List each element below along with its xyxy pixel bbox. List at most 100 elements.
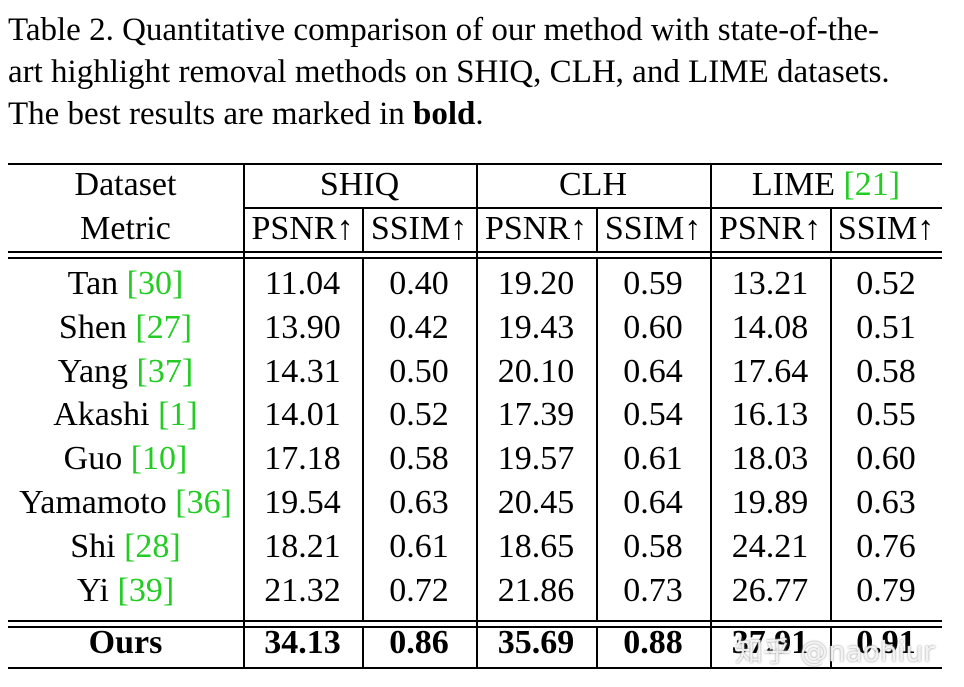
- rule: [596, 207, 598, 251]
- value-cell: 0.63: [856, 484, 916, 521]
- value-cell: 20.45: [497, 484, 575, 521]
- rule: [362, 257, 364, 620]
- value-cell: 0.88: [623, 624, 683, 661]
- rule: [362, 626, 364, 667]
- dataset-name: SHIQ: [319, 166, 400, 203]
- value-cell: 18.65: [497, 527, 575, 565]
- method-name: Shi 28: [8, 527, 243, 567]
- value-cell: 19.54: [264, 484, 341, 521]
- value-cell: 0.86: [389, 624, 449, 661]
- value-cell: 19.43: [497, 308, 575, 346]
- value-cell: 37.91: [731, 624, 809, 661]
- metric-name: SSIM↑: [370, 210, 468, 247]
- value-cell: 24.21: [731, 527, 809, 565]
- value-cell: 0.60: [856, 440, 916, 478]
- rule: [8, 626, 942, 628]
- method-name: Shen 27: [8, 308, 243, 348]
- citation: 21: [843, 166, 900, 203]
- value-cell: 21.86: [497, 571, 575, 609]
- rule: [8, 163, 942, 165]
- citation: 37: [137, 353, 194, 390]
- value-cell: 0.58: [389, 440, 449, 478]
- value-cell: 13.21: [731, 265, 809, 302]
- method-name: Yamamoto 36: [8, 483, 243, 523]
- rule: [830, 257, 832, 620]
- rule: [8, 620, 942, 622]
- value-cell: 0.63: [389, 484, 449, 521]
- value-cell: 0.60: [623, 308, 683, 346]
- value-cell: 17.39: [497, 396, 575, 434]
- value-cell: 0.52: [856, 265, 916, 302]
- value-cell: 0.58: [623, 527, 683, 565]
- citation: 1: [158, 396, 198, 433]
- caption-line: Table 2. Quantitative comparison of our …: [8, 12, 880, 48]
- header-cell: Dataset: [74, 166, 177, 203]
- metric-name: SSIM↑: [604, 210, 702, 247]
- rule: [476, 163, 478, 667]
- citation: 28: [124, 528, 181, 565]
- value-cell: 19.57: [497, 440, 575, 478]
- value-cell: 0.40: [389, 265, 449, 302]
- value-cell: 11.04: [264, 265, 341, 302]
- rule: [830, 207, 832, 251]
- value-cell: 20.10: [497, 352, 575, 390]
- value-cell: 21.32: [264, 571, 341, 609]
- value-cell: 0.59: [623, 265, 683, 302]
- value-cell: 0.58: [856, 352, 916, 390]
- rule: [8, 251, 942, 253]
- method-name: Akashi 1: [8, 395, 243, 435]
- method-name: Yang 37: [8, 352, 243, 392]
- value-cell: 0.64: [623, 352, 683, 390]
- citation: 10: [131, 440, 188, 477]
- value-cell: 0.76: [856, 527, 916, 565]
- metric-name: SSIM↑: [837, 210, 935, 247]
- value-cell: 16.13: [731, 396, 809, 434]
- rule: [362, 207, 364, 251]
- value-cell: 0.72: [389, 571, 449, 609]
- value-cell: 0.52: [389, 396, 449, 434]
- value-cell: 14.01: [264, 396, 341, 434]
- method-name: Guo 10: [8, 439, 243, 479]
- value-cell: 19.20: [497, 265, 575, 302]
- value-cell: 0.50: [389, 352, 449, 390]
- method-name: Yi 39: [8, 571, 243, 611]
- caption-text: The best results are marked in: [8, 96, 414, 132]
- value-cell: 14.31: [264, 352, 341, 390]
- dataset-name: CLH: [559, 166, 627, 203]
- rule: [596, 626, 598, 667]
- rule: [243, 163, 245, 667]
- rule: [710, 163, 712, 667]
- value-cell: 34.13: [264, 624, 341, 661]
- citation: 30: [127, 265, 184, 302]
- value-cell: 0.61: [623, 440, 683, 478]
- citation: 36: [175, 484, 232, 521]
- value-cell: 0.61: [389, 527, 449, 565]
- rule: [243, 207, 942, 209]
- value-cell: 26.77: [731, 571, 809, 609]
- metric-name: PSNR↑: [251, 210, 354, 247]
- value-cell: 0.55: [856, 396, 916, 434]
- value-cell: 17.18: [264, 440, 341, 478]
- value-cell: 0.51: [856, 308, 916, 346]
- value-cell: 14.08: [731, 308, 809, 346]
- value-cell: 0.54: [623, 396, 683, 434]
- metric-name: PSNR↑: [718, 210, 822, 247]
- rule: [8, 667, 942, 669]
- rule: [596, 257, 598, 620]
- value-cell: 0.91: [856, 624, 916, 661]
- caption-line: art highlight removal methods on SHIQ, C…: [8, 54, 890, 90]
- value-cell: 0.79: [856, 571, 916, 609]
- rule: [830, 626, 832, 667]
- value-cell: 35.69: [497, 624, 575, 661]
- caption-text: .: [475, 96, 484, 132]
- citation: 27: [135, 309, 192, 346]
- dataset-name: LIME 21: [710, 165, 942, 205]
- rule: [8, 257, 942, 259]
- citation: 39: [117, 572, 174, 609]
- value-cell: 18.21: [264, 527, 341, 565]
- method-name: Tan 30: [8, 264, 243, 304]
- header-cell: Metric: [80, 210, 171, 247]
- metric-name: PSNR↑: [484, 210, 588, 247]
- value-cell: 0.42: [389, 308, 449, 346]
